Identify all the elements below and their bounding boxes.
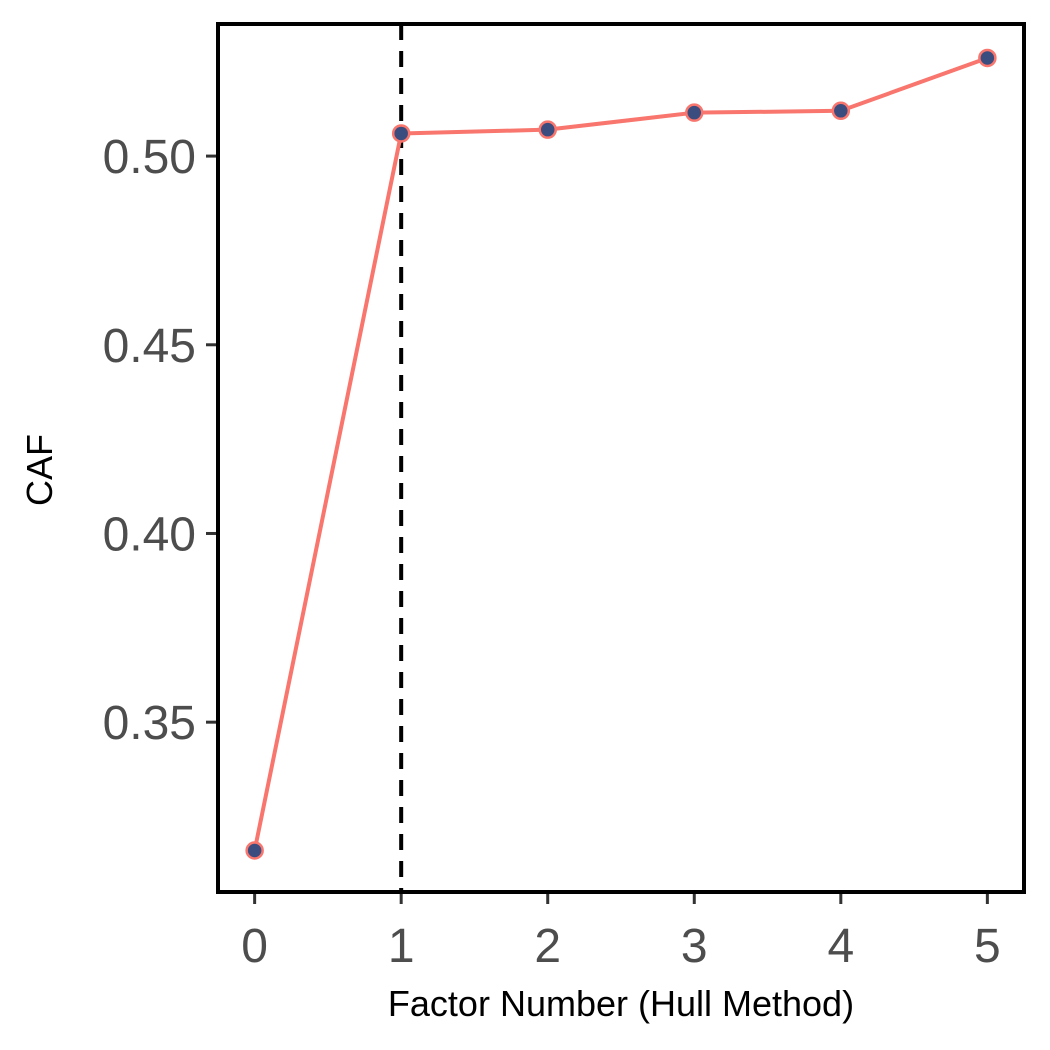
series-line (252, 56, 989, 851)
x-tick-label: 2 (534, 920, 561, 973)
x-tick-label: 0 (241, 920, 268, 973)
y-axis: 0.35 0.40 0.45 0.50 (103, 131, 218, 750)
x-axis: 0 1 2 3 4 5 (241, 892, 1001, 973)
y-tick-label: 0.35 (103, 697, 196, 750)
data-point (831, 101, 851, 121)
y-tick-label: 0.50 (103, 131, 196, 184)
y-axis-title: CAF (19, 434, 60, 506)
data-point (245, 841, 264, 860)
data-point (391, 124, 411, 143)
y-tick-label: 0.45 (103, 320, 196, 373)
data-point (538, 120, 557, 139)
x-axis-title: Factor Number (Hull Method) (388, 983, 854, 1024)
x-tick-label: 1 (388, 920, 415, 973)
data-point (685, 103, 704, 122)
y-tick-label: 0.40 (103, 508, 196, 561)
x-tick-label: 4 (827, 920, 854, 973)
series-layer (245, 48, 997, 860)
data-point (978, 48, 997, 68)
x-tick-label: 5 (974, 920, 1001, 973)
plot-panel-border (216, 22, 1026, 894)
x-tick-label: 3 (681, 920, 708, 973)
